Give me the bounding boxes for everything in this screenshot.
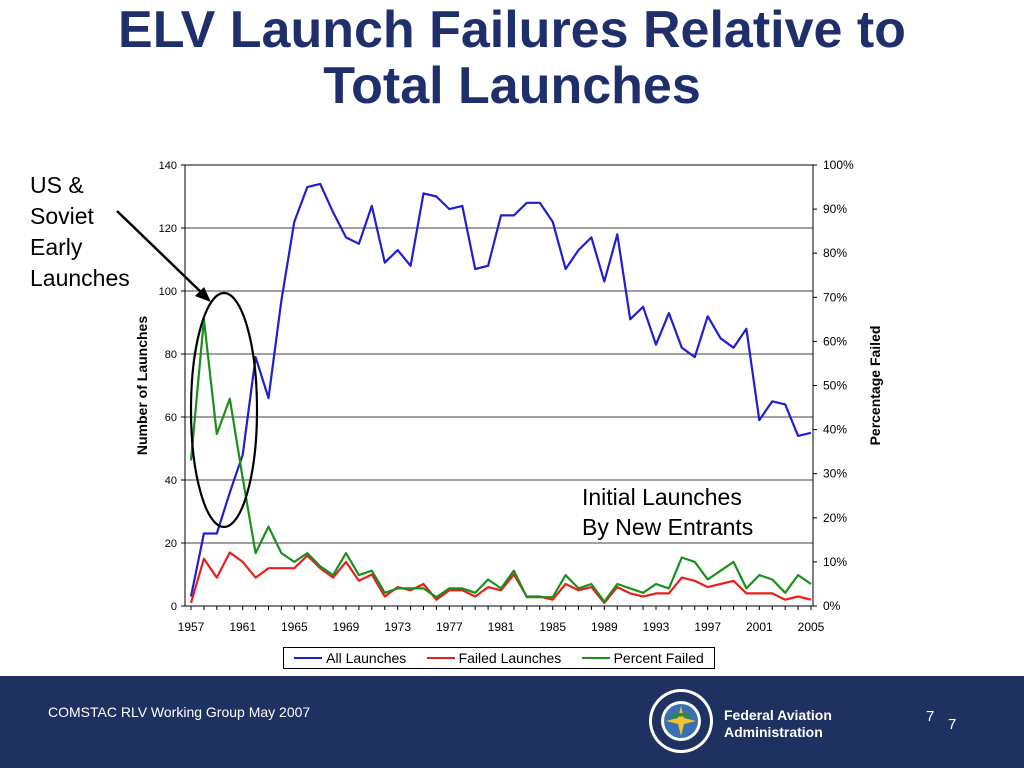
chart: 0 20 40 60 80 100 120 140 0% 10% 20% 30% 40% 50% 60% 70… [116,158,883,634]
x-tick-label: 1973 [384,620,411,634]
x-tick-label: 2001 [746,620,773,634]
legend-item-failed-launches: Failed Launches [426,650,562,666]
x-tick-label: 1957 [178,620,205,634]
left-tick-label: 60 [165,412,177,424]
annotation-line: Soviet [30,203,94,229]
annotation-arrowhead [195,287,211,302]
left-tick-label: 20 [165,538,177,550]
right-tick-label: 10% [823,555,847,569]
footer-bar: COMSTAC RLV Working Group May 2007 Feder… [0,676,1024,768]
x-tick-label: 1977 [436,620,463,634]
right-tick-label: 0% [823,599,841,613]
highlight-ellipse [189,291,259,529]
x-tick-label: 1965 [281,620,308,634]
left-tick-label: 100 [159,286,177,298]
right-tick-label: 30% [823,467,847,481]
new-entrants-annotation: Initial Launches By New Entrants [582,482,753,542]
faa-name: Federal Aviation Administration [724,707,832,741]
right-tick-label: 100% [823,158,854,172]
annotation-line: US & [30,172,84,198]
right-tick-label: 40% [823,423,847,437]
page-number-secondary: 7 [948,716,957,733]
right-tick-label: 60% [823,334,847,348]
right-tick-label: 20% [823,511,847,525]
x-tick-label: 1989 [591,620,618,634]
slide-title: ELV Launch Failures Relative to Total La… [0,2,1024,114]
early-launches-annotation: US & Soviet Early Launches [30,170,130,294]
title-line-2: Total Launches [323,57,701,115]
right-tick-label: 90% [823,202,847,216]
callout-line: Initial Launches [582,484,742,510]
legend-swatch-failed-launches [426,657,455,659]
right-tick-label: 80% [823,246,847,260]
title-line-1: ELV Launch Failures Relative to [118,1,906,59]
y2-axis-title: Percentage Failed [867,326,883,446]
faa-name-line: Federal Aviation [724,707,832,723]
series-failed-launches [189,551,812,605]
faa-seal-icon [649,689,713,753]
x-tick-label: 1969 [333,620,360,634]
footer-caption: COMSTAC RLV Working Group May 2007 [48,704,311,720]
y-axis-title: Number of Launches [134,316,150,455]
series-all-launches [189,182,812,597]
faa-name-line: Administration [724,724,823,740]
left-tick-label: 40 [165,475,177,487]
x-tick-label: 2005 [798,620,825,634]
x-tick-label: 1993 [643,620,670,634]
annotation-arrow [116,210,204,295]
page-number: 7 [926,708,935,725]
x-tick-label: 1961 [229,620,256,634]
left-tick-label: 140 [159,160,177,172]
x-tick-label: 1981 [488,620,515,634]
series-percent-failed [189,318,812,603]
legend-item-all-launches: All Launches [294,650,406,666]
legend-swatch-percent-failed [581,657,610,659]
right-tick-label: 50% [823,379,847,393]
legend-label: Failed Launches [458,650,562,666]
x-tick-label: 1997 [694,620,721,634]
legend-item-percent-failed: Percent Failed [581,650,704,666]
chart-legend: All Launches Failed Launches Percent Fai… [283,647,715,669]
legend-swatch-all-launches [294,657,323,659]
legend-label: All Launches [326,650,407,666]
legend-label: Percent Failed [613,650,704,666]
left-tick-label: 0 [171,601,177,613]
annotation-line: Early [30,234,83,260]
annotation-line: Launches [30,265,130,291]
x-tick-label: 1985 [539,620,566,634]
right-tick-label: 70% [823,290,847,304]
callout-line: By New Entrants [582,514,754,540]
left-tick-label: 120 [159,223,177,235]
left-tick-label: 80 [165,349,177,361]
